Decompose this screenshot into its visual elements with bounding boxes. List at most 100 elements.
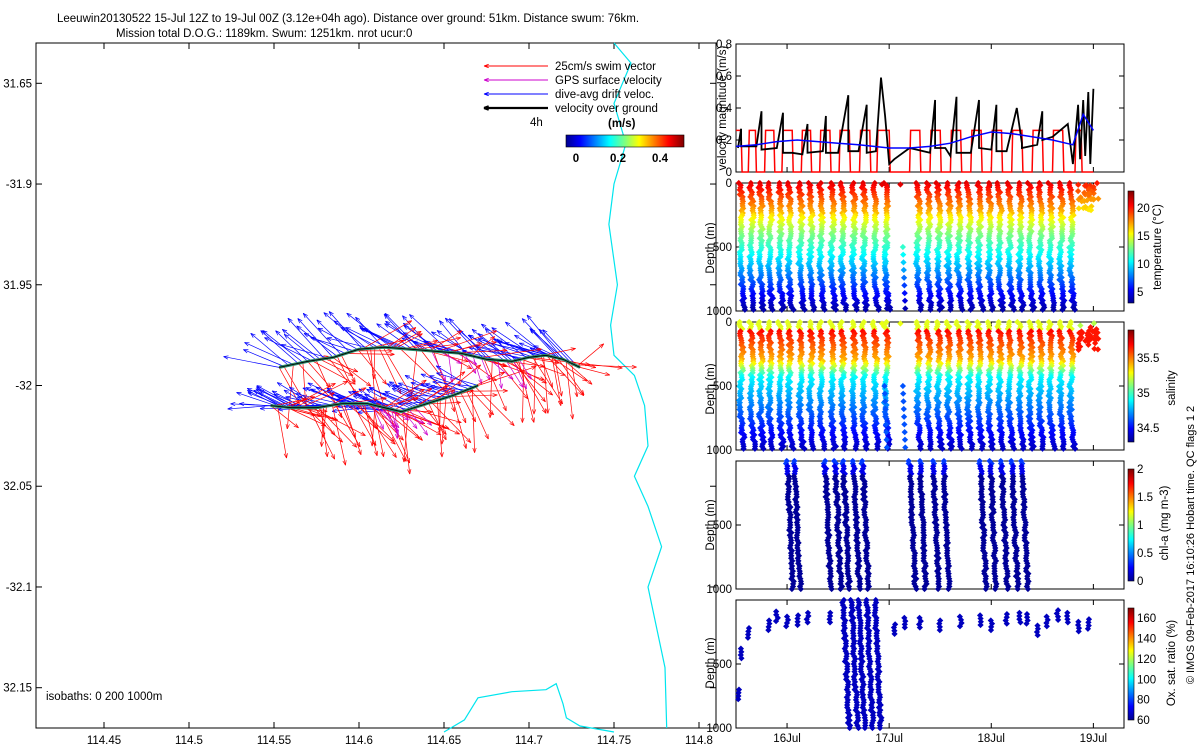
swim-vector xyxy=(411,408,462,423)
track-south-leg-ground xyxy=(270,385,479,413)
swim-vector-head xyxy=(417,438,423,441)
drift-vector-head xyxy=(403,332,408,337)
swim-vector-head xyxy=(530,418,535,423)
swim-vector xyxy=(361,403,397,458)
swim-vector-head xyxy=(389,354,395,357)
drift-vector-head xyxy=(275,330,281,334)
swim-vector-head xyxy=(371,373,375,379)
speed-colorbar xyxy=(565,134,685,148)
gps-vector xyxy=(394,410,398,439)
drift-vector xyxy=(386,383,426,405)
gps-vector xyxy=(489,359,514,380)
swim-vector-head xyxy=(383,451,385,457)
swim-vector-head xyxy=(543,396,546,402)
drift-vector-head xyxy=(346,313,350,318)
temperature-point xyxy=(1082,203,1089,210)
swim-vector-head xyxy=(384,379,387,385)
drift-vector-head xyxy=(297,318,300,324)
drift-vector-head xyxy=(359,327,364,332)
swim-vector-head xyxy=(587,382,593,385)
drift-vector xyxy=(303,333,346,354)
swim-vector xyxy=(384,379,427,409)
swim-vector-head xyxy=(463,444,467,449)
drift-vector-head xyxy=(259,389,265,391)
drift-vector-head xyxy=(310,337,315,341)
drift-vector-head xyxy=(467,334,474,337)
gps-vector-head xyxy=(510,374,514,380)
swim-vector-head xyxy=(477,364,482,370)
temperature-point xyxy=(1075,181,1082,188)
credit-text: © IMOS 09-Feb-2017 16:10:26 Hobart time.… xyxy=(1185,406,1197,684)
swim-vector-head xyxy=(522,417,525,423)
swim-vector-head xyxy=(523,396,529,400)
swim-vector-head xyxy=(439,427,442,433)
swim-vector-head xyxy=(330,392,335,397)
drift-vector xyxy=(239,403,276,407)
drift-vector-head xyxy=(328,311,332,317)
gps-vector xyxy=(513,360,527,390)
map-ticks: 114.45 114.5 114.55 114.6 114.65 114.7 114.75 1… xyxy=(3,43,716,747)
drift-vector-head xyxy=(239,403,245,407)
swim-vector xyxy=(272,398,307,407)
drift-vector-head xyxy=(409,314,415,317)
salinity-point xyxy=(899,382,907,390)
panel-chla-cbar-tick: 0.5 xyxy=(1137,548,1153,560)
swim-vector-head xyxy=(441,452,444,458)
drift-vector-head xyxy=(346,312,352,316)
gps-vector-head xyxy=(508,377,514,380)
drift-vector-head xyxy=(449,318,454,322)
drift-vector-head xyxy=(444,317,448,323)
drift-vector-head xyxy=(223,355,229,357)
swim-vector-head xyxy=(598,343,604,346)
drift-vector-head xyxy=(283,334,288,339)
drift-vector xyxy=(474,345,522,360)
gps-vector-head xyxy=(393,423,395,429)
gps-vector-head xyxy=(471,363,478,365)
swim-vector-head xyxy=(455,336,461,339)
swim-vector-head xyxy=(631,364,637,368)
header-line-1: Leeuwin20130522 15-Jul 12Z to 19-Jul 00Z… xyxy=(57,13,639,25)
panel-ytick-label: 500 xyxy=(713,381,732,393)
temperature-point xyxy=(901,289,908,297)
temperature-point xyxy=(1083,182,1090,189)
swim-vector xyxy=(277,406,287,459)
map-ytick-label: 31.95 xyxy=(3,280,32,292)
drift-vector-head xyxy=(247,392,252,397)
drift-vector-head xyxy=(504,342,509,346)
drift-vector-head xyxy=(236,392,241,396)
swim-vector-head xyxy=(333,454,336,460)
swim-vector-head xyxy=(390,442,396,445)
drift-vector xyxy=(283,334,317,361)
drift-vector-head xyxy=(289,386,295,389)
drift-vector-head xyxy=(398,401,404,405)
swim-vector-head xyxy=(460,371,466,374)
drift-vector-head xyxy=(223,356,229,360)
drift-vector xyxy=(361,327,405,350)
gps-vector xyxy=(456,352,478,365)
drift-vector-head xyxy=(405,375,411,377)
swim-vector-head xyxy=(579,391,585,396)
drift-vector-head xyxy=(376,323,380,329)
drift-vector-head xyxy=(282,328,288,332)
gps-vector-head xyxy=(426,422,432,426)
swim-vector xyxy=(477,366,537,386)
swim-vector xyxy=(504,360,547,384)
swim-vector-head xyxy=(330,383,336,385)
swim-vector-head xyxy=(502,348,508,351)
isobath-0m xyxy=(443,682,615,733)
swim-vector-head xyxy=(338,413,343,418)
swim-vector-head xyxy=(333,430,336,436)
drift-vector xyxy=(281,344,329,359)
drift-vector xyxy=(477,338,533,358)
swim-vector xyxy=(576,343,604,367)
swim-vector xyxy=(562,359,593,385)
drift-vector-head xyxy=(323,312,329,315)
swim-vector-head xyxy=(582,389,585,395)
swim-vector xyxy=(329,387,367,406)
drift-vector-head xyxy=(402,315,407,319)
gps-vector-head xyxy=(527,375,532,380)
drift-vector-head xyxy=(368,387,373,392)
swim-vector-head xyxy=(409,469,412,475)
panel-oxygen-colorbar xyxy=(1127,607,1135,721)
drift-vector-head xyxy=(491,327,497,330)
